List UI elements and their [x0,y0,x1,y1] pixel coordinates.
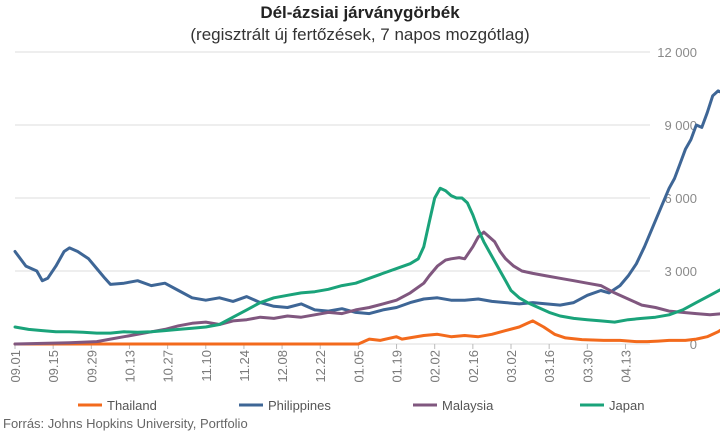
y-tick-label: 9 000 [664,118,697,133]
series-line-philippines [13,89,720,316]
y-tick-label: 12 000 [657,45,697,60]
x-tick-label: 12.22 [313,350,328,383]
x-tick-label: 02.16 [466,350,481,383]
y-axis-ticks: 0 3 000 6 000 9 000 12 000 [657,45,697,352]
x-tick-label: 03.02 [504,350,519,383]
series-line-malaysia [13,230,720,346]
x-tick-label: 09.15 [46,350,61,383]
series-line-thailand [13,319,720,346]
x-tick-label: 03.30 [580,350,595,383]
x-axis-ticks: 09.01 09.15 09.29 10.13 10.27 11.10 11.24 12.08… [8,350,633,383]
legend-label-thailand: Thailand [107,398,157,413]
y-tick-label: 0 [690,337,697,352]
x-tick-label: 09.29 [84,350,99,383]
x-tick-label: 10.27 [161,350,176,383]
chart-title: Dél-ázsiai járványgörbék [260,3,460,22]
chart-subtitle: (regisztrált új fertőzések, 7 napos mozg… [190,25,530,44]
x-tick-label: 12.08 [275,350,290,383]
y-tick-label: 6 000 [664,191,697,206]
x-tick-label: 03.16 [542,350,557,383]
x-tick-label: 04.13 [618,350,633,383]
legend: Thailand Philippines Malaysia Japan [78,398,644,413]
x-tick-label: 09.01 [8,350,23,383]
series-lines [13,89,720,346]
x-tick-label: 01.19 [390,350,405,383]
legend-label-japan: Japan [609,398,644,413]
x-tick-label: 10.13 [122,350,137,383]
y-tick-label: 3 000 [664,264,697,279]
x-tick-label: 11.10 [199,350,214,382]
legend-label-malaysia: Malaysia [442,398,494,413]
source-note: Forrás: Johns Hopkins University, Portfo… [3,416,248,431]
x-tick-label: 11.24 [237,350,252,382]
legend-label-philippines: Philippines [268,398,331,413]
x-tick-label: 01.05 [351,350,366,383]
series-line-japan [13,186,720,335]
x-tick-label: 02.02 [428,350,443,383]
